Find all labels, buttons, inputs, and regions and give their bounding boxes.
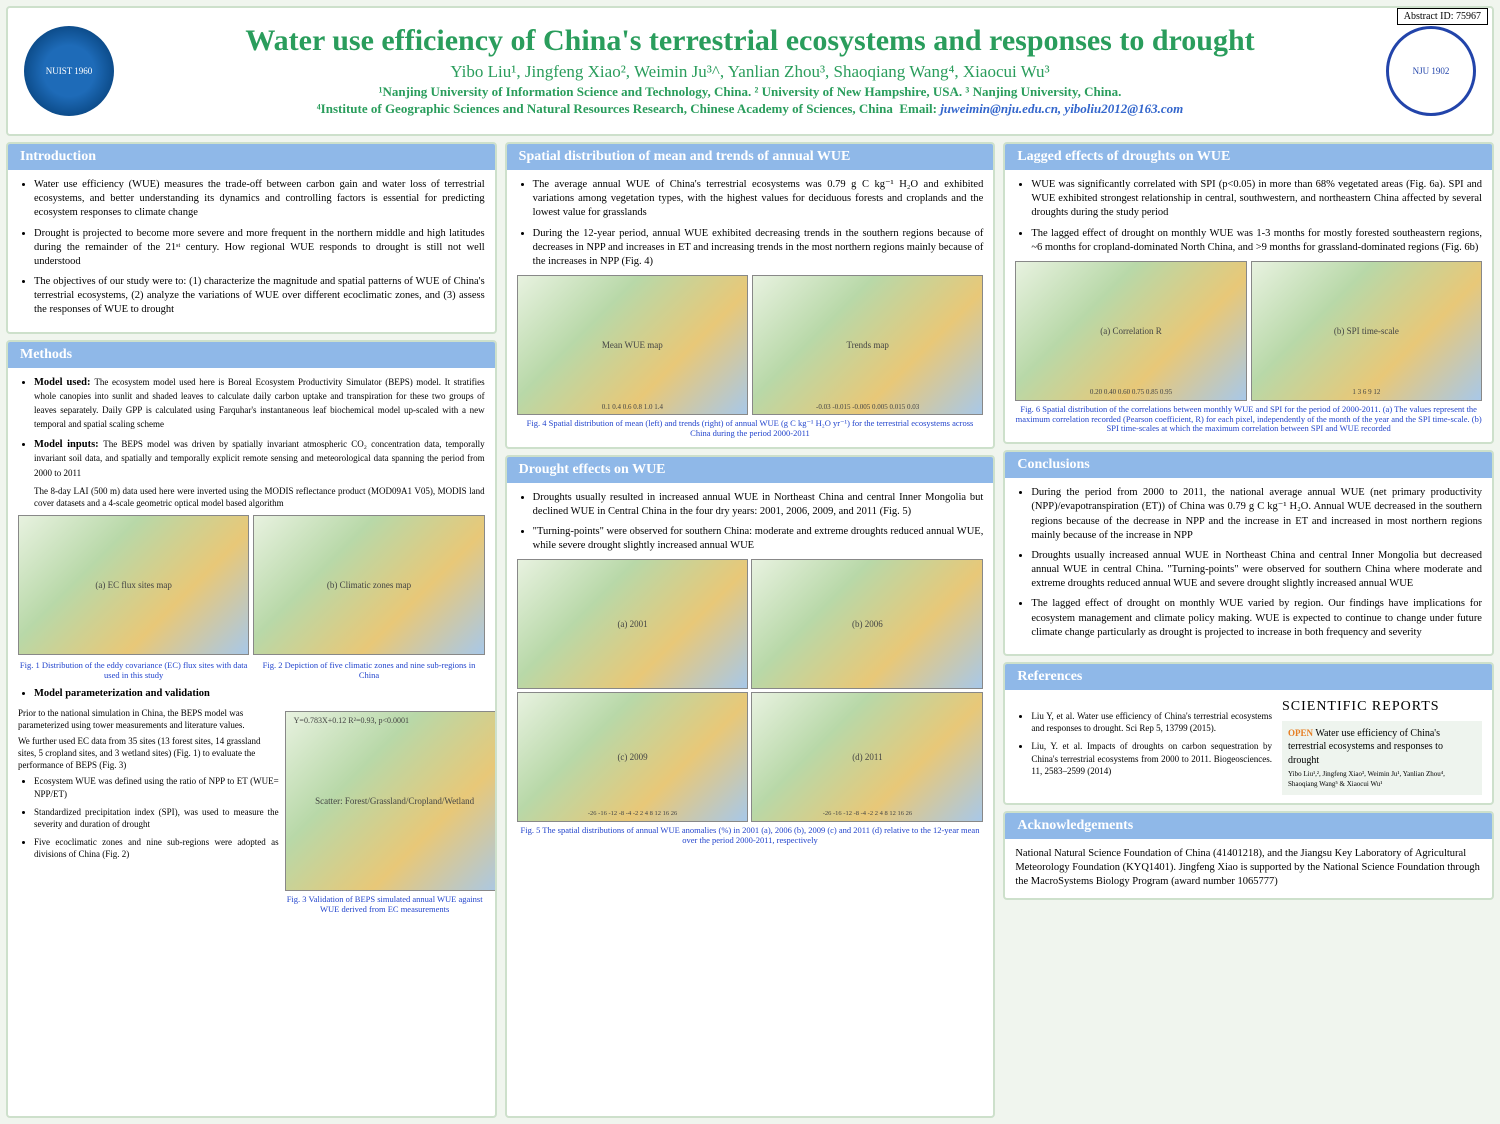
figure-5d-map: (d) 2011 -26 -16 -12 -8 -4 -2 2 4 8 12 1… — [751, 692, 983, 822]
journal-logo: SCIENTIFIC REPORTS — [1282, 698, 1482, 717]
spatial-bullet: During the 12-year period, annual WUE ex… — [533, 227, 984, 270]
affiliation-line-1: ¹Nanjing University of Information Scien… — [134, 84, 1366, 101]
column-middle: Spatial distribution of mean and trends … — [505, 142, 996, 1118]
figure-2-caption: Fig. 2 Depiction of five climatic zones … — [253, 661, 484, 681]
figure-5-caption: Fig. 5 The spatial distributions of annu… — [517, 826, 984, 846]
intro-bullet: The objectives of our study were to: (1)… — [34, 275, 485, 318]
lagged-bullet: The lagged effect of drought on monthly … — [1031, 227, 1482, 255]
figure-4-right-map: Trends map -0.03 -0.015 -0.005 0.005 0.0… — [752, 275, 983, 415]
figure-1-map: (a) EC flux sites map — [18, 515, 249, 655]
figure-6b-map: (b) SPI time-scale 1 3 6 9 12 — [1251, 261, 1482, 401]
methods-section: Methods Model used: The ecosystem model … — [6, 340, 497, 1118]
methods-bullet: Model used: The ecosystem model used her… — [34, 376, 485, 433]
figure-1-caption: Fig. 1 Distribution of the eddy covarian… — [18, 661, 249, 681]
figure-4-left-map: Mean WUE map 0.1 0.4 0.6 0.8 1.0 1.4 — [517, 275, 748, 415]
poster-title: Water use efficiency of China's terrestr… — [134, 24, 1366, 58]
column-left: Introduction Water use efficiency (WUE) … — [6, 142, 497, 1118]
section-heading: Lagged effects of droughts on WUE — [1005, 144, 1492, 170]
conclusion-bullet: During the period from 2000 to 2011, the… — [1031, 486, 1482, 543]
section-heading: Acknowledgements — [1005, 813, 1492, 839]
acknowledgements-text: National Natural Science Foundation of C… — [1005, 839, 1492, 898]
reference-item: Liu Y, et al. Water use efficiency of Ch… — [1031, 710, 1272, 734]
figure-5b-map: (b) 2006 — [751, 559, 983, 689]
section-heading: Methods — [8, 342, 495, 368]
section-heading: Drought effects on WUE — [507, 457, 994, 483]
university-logo-left: NUIST 1960 — [24, 26, 114, 116]
methods-bullet: Five ecoclimatic zones and nine sub-regi… — [34, 836, 279, 860]
spatial-bullet: The average annual WUE of China's terres… — [533, 178, 984, 221]
author-list: Yibo Liu¹, Jingfeng Xiao², Weimin Ju³^, … — [134, 62, 1366, 82]
drought-bullet: Droughts usually resulted in increased a… — [533, 491, 984, 519]
abstract-id-badge: Abstract ID: 75967 — [1397, 8, 1488, 25]
intro-bullet: Water use efficiency (WUE) measures the … — [34, 178, 485, 221]
poster-header: NUIST 1960 Water use efficiency of China… — [6, 6, 1494, 136]
introduction-section: Introduction Water use efficiency (WUE) … — [6, 142, 497, 334]
affiliation-line-2: ⁴Institute of Geographic Sciences and Na… — [134, 101, 1366, 118]
section-heading: Conclusions — [1005, 452, 1492, 478]
section-heading: References — [1005, 664, 1492, 690]
methods-bullet: Model parameterization and validation — [34, 687, 485, 701]
conclusions-section: Conclusions During the period from 2000 … — [1003, 450, 1494, 656]
conclusion-bullet: The lagged effect of drought on monthly … — [1031, 597, 1482, 640]
section-heading: Introduction — [8, 144, 495, 170]
contact-email: juweimin@nju.edu.cn, yiboliu2012@163.com — [940, 101, 1183, 116]
methods-bullet: Ecosystem WUE was defined using the rati… — [34, 775, 279, 799]
intro-bullet: Drought is projected to become more seve… — [34, 227, 485, 270]
figure-3-caption: Fig. 3 Validation of BEPS simulated annu… — [285, 895, 485, 915]
references-section: References Liu Y, et al. Water use effic… — [1003, 662, 1494, 805]
section-heading: Spatial distribution of mean and trends … — [507, 144, 994, 170]
figure-4-caption: Fig. 4 Spatial distribution of mean (lef… — [517, 419, 984, 439]
drought-bullet: "Turning-points" were observed for south… — [533, 525, 984, 553]
figure-5c-map: (c) 2009 -26 -16 -12 -8 -4 -2 2 4 8 12 1… — [517, 692, 749, 822]
university-logo-right: NJU 1902 — [1386, 26, 1476, 116]
acknowledgements-section: Acknowledgements National Natural Scienc… — [1003, 811, 1494, 900]
figure-5a-map: (a) 2001 — [517, 559, 749, 689]
methods-bullet: Model inputs: The BEPS model was driven … — [34, 438, 485, 509]
spatial-section: Spatial distribution of mean and trends … — [505, 142, 996, 449]
conclusion-bullet: Droughts usually increased annual WUE in… — [1031, 549, 1482, 592]
figure-6-caption: Fig. 6 Spatial distribution of the corre… — [1015, 405, 1482, 434]
article-preview: OPEN Water use efficiency of China's ter… — [1282, 721, 1482, 795]
figure-6a-map: (a) Correlation R 0.20 0.40 0.60 0.75 0.… — [1015, 261, 1246, 401]
lagged-bullet: WUE was significantly correlated with SP… — [1031, 178, 1482, 221]
figure-3-scatter: Y=0.783X+0.12 R²=0.93, p<0.0001 Scatter:… — [285, 711, 497, 891]
lagged-effects-section: Lagged effects of droughts on WUE WUE wa… — [1003, 142, 1494, 444]
methods-bullet: Standardized precipitation index (SPI), … — [34, 806, 279, 830]
column-right: Lagged effects of droughts on WUE WUE wa… — [1003, 142, 1494, 1118]
reference-item: Liu, Y. et al. Impacts of droughts on ca… — [1031, 740, 1272, 776]
drought-effects-section: Drought effects on WUE Droughts usually … — [505, 455, 996, 1118]
figure-2-map: (b) Climatic zones map — [253, 515, 484, 655]
